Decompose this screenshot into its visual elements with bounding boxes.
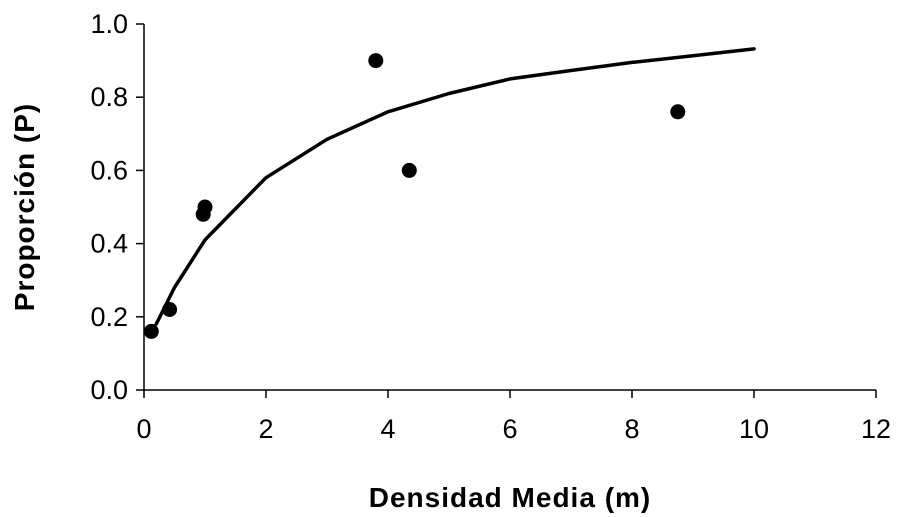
x-tick-label: 4 bbox=[380, 414, 395, 444]
data-point bbox=[670, 104, 686, 120]
x-tick-label: 12 bbox=[861, 414, 891, 444]
x-tick-label: 0 bbox=[136, 414, 151, 444]
x-tick-label: 8 bbox=[624, 414, 639, 444]
data-point bbox=[143, 323, 159, 339]
fitted-curve-group bbox=[154, 47, 756, 326]
y-tick-label: 0.6 bbox=[90, 155, 128, 185]
data-point bbox=[401, 162, 417, 178]
y-tick-label: 0.0 bbox=[90, 375, 128, 405]
x-axis-title: Densidad Media (m) bbox=[369, 482, 651, 513]
x-ticks: 0 2 4 6 8 10 12 bbox=[136, 390, 891, 444]
x-tick-label: 6 bbox=[502, 414, 517, 444]
y-axis-title: Proporción (P) bbox=[9, 103, 40, 311]
y-tick-label: 0.8 bbox=[90, 82, 128, 112]
data-point bbox=[368, 53, 384, 69]
data-points-group bbox=[143, 53, 686, 339]
y-tick-label: 0.2 bbox=[90, 302, 128, 332]
fitted-curve bbox=[154, 47, 756, 326]
x-tick-label: 10 bbox=[739, 414, 769, 444]
data-point bbox=[162, 302, 178, 317]
y-tick-label: 1.0 bbox=[90, 9, 128, 39]
data-point bbox=[197, 199, 213, 215]
x-tick-label: 2 bbox=[258, 414, 273, 444]
y-ticks: 0.0 0.2 0.4 0.6 0.8 1.0 bbox=[90, 9, 144, 405]
y-tick-label: 0.4 bbox=[90, 229, 128, 259]
